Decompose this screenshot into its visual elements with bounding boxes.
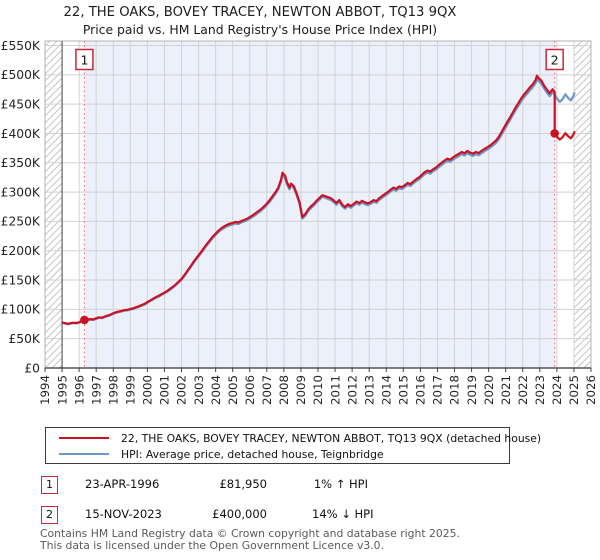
x-axis-label: 2013: [362, 375, 376, 405]
transaction-2-hpi-diff: 14% ↓ HPI: [312, 507, 374, 521]
x-axis-label: 2001: [158, 375, 172, 405]
x-axis-label: 2004: [209, 375, 223, 405]
y-axis-label: £250K: [1, 215, 41, 229]
transaction-2-flag-number: 2: [551, 53, 559, 68]
y-axis-label: £350K: [1, 156, 41, 170]
y-axis-label: £50K: [8, 332, 40, 346]
price-line-swatch: [59, 437, 109, 439]
y-axis-label: £300K: [1, 185, 41, 199]
transaction-2-dot: [550, 129, 559, 138]
transaction-2-flag: 2: [41, 506, 58, 524]
x-axis-label: 2003: [192, 375, 206, 405]
x-axis-label: 2017: [431, 375, 445, 405]
transaction-1-flag-number: 1: [80, 53, 88, 68]
x-axis-label: 2012: [345, 375, 359, 405]
chart-legend: 22, THE OAKS, BOVEY TRACEY, NEWTON ABBOT…: [45, 427, 541, 464]
transaction-1-hpi-diff: 1% ↑ HPI: [313, 477, 368, 491]
x-axis-label: 1994: [38, 375, 52, 405]
x-axis-label: 2009: [294, 375, 308, 405]
hpi-line-swatch: [59, 453, 109, 455]
x-axis-label: 2002: [175, 375, 189, 405]
legend-row-price: 22, THE OAKS, BOVEY TRACEY, NEWTON ABBOT…: [46, 430, 541, 446]
transaction-1-flag-box: [75, 48, 94, 71]
x-axis-label: 2024: [550, 375, 564, 405]
transaction-1-date: 23-APR-1996: [85, 477, 160, 491]
x-axis-label: 2005: [226, 375, 240, 405]
x-axis-label: 2021: [499, 375, 513, 405]
legend-hpi-label: HPI: Average price, detached house, Teig…: [121, 447, 384, 461]
legend-price-label: 22, THE OAKS, BOVEY TRACEY, NEWTON ABBOT…: [121, 431, 542, 445]
y-axis-label: £200K: [1, 244, 41, 258]
x-axis-label: 2016: [414, 375, 428, 405]
x-axis-label: 2006: [243, 375, 257, 405]
x-axis-label: 1998: [106, 375, 120, 405]
x-axis-label: 1996: [72, 375, 86, 405]
x-axis-label: 2023: [533, 375, 547, 405]
x-axis-label: 2018: [448, 375, 462, 405]
transaction-1-price: £81,950: [219, 477, 267, 491]
x-axis-label: 1995: [55, 375, 69, 405]
x-axis-label: 1997: [89, 375, 103, 405]
transaction-row-1: 1 23-APR-1996 £81,950 1% ↑ HPI: [40, 476, 580, 497]
transaction-1-flag: 1: [41, 476, 58, 494]
price-chart: 1 2 £0 £50K £100K £150K £200K £250K £300K £350K £4…: [1, 39, 599, 405]
x-axis-label: 2015: [397, 375, 411, 405]
x-axis-label: 2022: [516, 375, 530, 405]
x-axis-label: 2011: [328, 375, 342, 405]
x-axis-label: 2025: [567, 375, 581, 405]
transaction-2-price: £400,000: [212, 507, 267, 521]
y-axis-label: £500K: [1, 68, 41, 82]
page-title: 22, THE OAKS, BOVEY TRACEY, NEWTON ABBOT…: [63, 5, 457, 20]
legend-row-hpi: HPI: Average price, detached house, Teig…: [46, 446, 509, 462]
page-subtitle: Price paid vs. HM Land Registry's House …: [82, 22, 438, 37]
x-axis-label: 2026: [584, 375, 598, 405]
x-axis-label: 2010: [311, 375, 325, 405]
ownership-period-band: [84, 41, 555, 368]
x-axis-label: 2008: [277, 375, 291, 405]
x-axis-label: 1999: [124, 375, 138, 405]
transaction-1-dot: [80, 315, 89, 325]
y-axis-label: £100K: [1, 303, 41, 317]
x-axis-label: 2014: [379, 375, 393, 405]
y-axis-label: £400K: [1, 127, 41, 141]
x-axis-label: 2020: [482, 375, 496, 405]
license-line-1: Contains HM Land Registry data © Crown c…: [40, 527, 460, 540]
no-data-hatch-1: [45, 41, 63, 368]
transaction-2-flag-box: [545, 48, 564, 71]
x-axis-label: 2000: [141, 375, 155, 405]
x-axis-ticks: [44, 368, 592, 372]
no-data-hatch-2: [574, 41, 591, 368]
price-paid-line: [61, 74, 576, 325]
transaction-2-date: 15-NOV-2023: [85, 507, 162, 521]
x-axis-label: 2019: [465, 375, 479, 405]
transaction-row-2: 2 15-NOV-2023 £400,000 14% ↓ HPI: [40, 506, 580, 527]
license-footer: Contains HM Land Registry data © Crown c…: [40, 528, 460, 552]
license-line-2: This data is licensed under the Open Gov…: [40, 539, 384, 552]
title-block: 22, THE OAKS, BOVEY TRACEY, NEWTON ABBOT…: [0, 5, 520, 37]
y-axis-label: £150K: [1, 273, 41, 287]
x-axis-label: 2007: [260, 375, 274, 405]
y-axis-label: £550K: [1, 39, 41, 53]
y-axis-label: £450K: [1, 97, 41, 111]
y-axis-label: £0: [24, 361, 40, 375]
